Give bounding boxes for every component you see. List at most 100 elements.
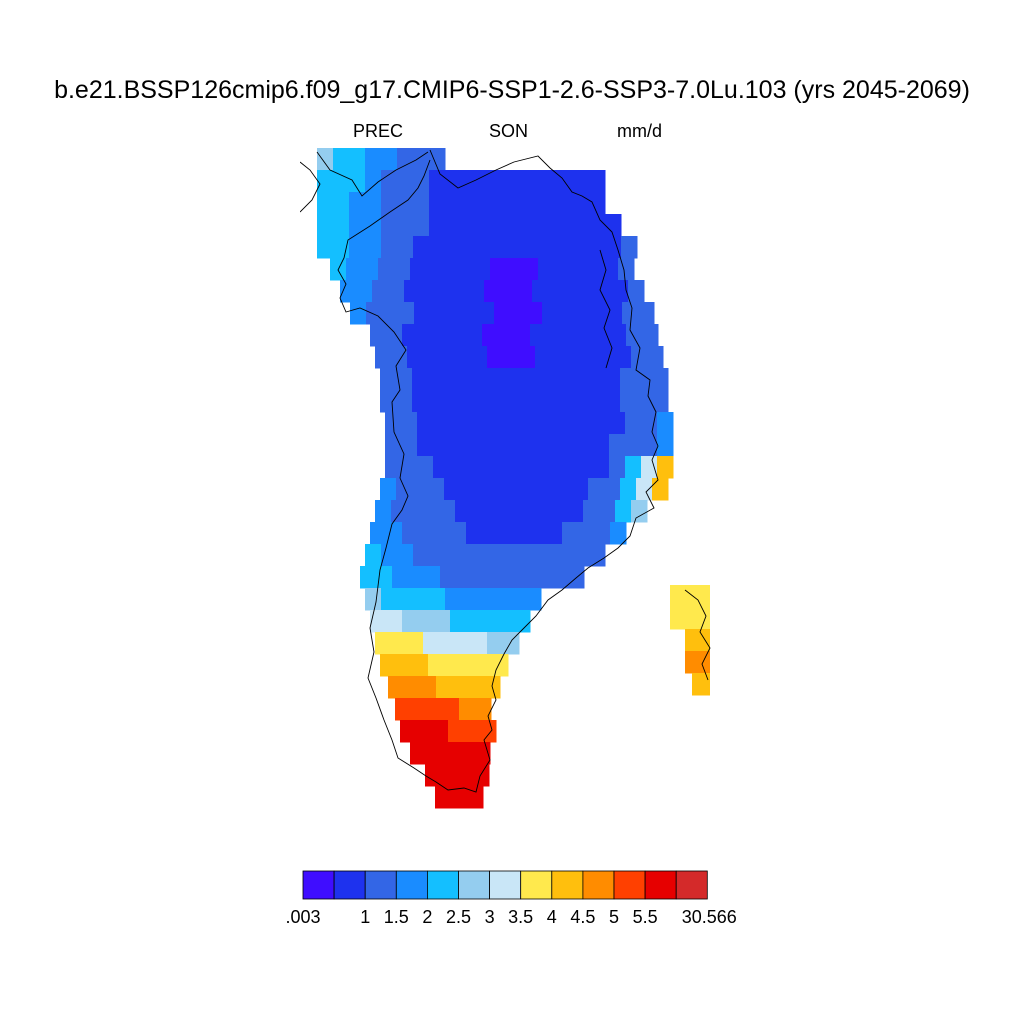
grid-cell [410,258,427,281]
grid-cell [417,412,434,435]
grid-cell [452,676,469,699]
grid-cell [471,632,488,655]
grid-cell [455,500,472,523]
grid-cell [456,566,473,589]
grid-cell [366,302,383,325]
coastline [300,149,711,793]
grid-cell [599,500,616,523]
grid-cell [428,478,445,501]
colorbar-box [489,870,522,900]
grid-cell [429,192,446,215]
grid-cell [397,588,414,611]
grid-cell [685,629,710,652]
grid-cell [514,522,531,545]
grid-cell [545,434,562,457]
grid-cell [641,412,658,435]
grid-cell [570,258,587,281]
grid-cell [475,698,492,721]
grid-cell [618,258,635,281]
grid-cell [445,214,462,237]
grid-cell [349,214,366,237]
colorbar-box [395,870,428,900]
grid-cell [375,500,392,523]
grid-cell [467,786,484,809]
grid-cell [391,500,408,523]
grid-cell [509,170,526,193]
grid-cell [482,610,499,633]
grid-cell [439,632,456,655]
grid-cell [647,346,664,369]
colorbar-tick-label: 5 [609,907,619,927]
grid-cell [443,698,460,721]
grid-cell [372,280,389,303]
grid-cell [641,456,658,479]
grid-cell [349,236,366,259]
grid-cell [474,258,491,281]
grid-cell [625,434,642,457]
grid-cell [458,742,475,765]
grid-cell [551,346,568,369]
grid-cell [573,214,590,237]
grid-cell [605,236,622,259]
grid-cell [465,456,482,479]
grid-cell [434,610,451,633]
grid-cell [397,236,414,259]
grid-cell [407,346,424,369]
grid-cell [546,522,563,545]
grid-cell [604,478,621,501]
colorbar-box [364,870,397,900]
grid-cell [388,280,405,303]
grid-cell [471,500,488,523]
season-label: SON [489,121,529,141]
grid-cell [317,214,334,237]
grid-cell [514,610,531,633]
grid-cell [558,302,575,325]
grid-cell [465,412,482,435]
grid-cell [513,456,530,479]
grid-cell [625,456,642,479]
grid-cell [583,500,600,523]
colorbar-boxes [302,870,708,900]
grid-cell [685,651,710,674]
grid-cell [572,478,589,501]
grid-cell [449,434,466,457]
grid-cell [450,522,467,545]
grid-cell [525,214,542,237]
grid-cell [493,192,510,215]
grid-cell [413,544,430,567]
grid-cell [417,434,434,457]
grid-cell [506,258,523,281]
grid-cell [538,258,555,281]
grid-cell [452,280,469,303]
grid-cell [436,676,453,699]
grid-cell [449,412,466,435]
grid-cell [402,324,419,347]
grid-cell [525,544,542,567]
grid-cell [386,522,403,545]
grid-cell [434,522,451,545]
grid-cell [657,412,674,435]
grid-cell [514,324,531,347]
grid-cell [460,654,477,677]
grid-cell [439,346,456,369]
grid-cell [365,170,382,193]
grid-cell [461,236,478,259]
grid-cell [525,236,542,259]
grid-cell [423,346,440,369]
grid-cell [349,148,366,171]
grid-cell [536,566,553,589]
grid-cell [487,500,504,523]
grid-cell [461,544,478,567]
grid-cell [593,456,610,479]
grid-cell [525,170,542,193]
grid-cell [432,720,449,743]
grid-cell [493,170,510,193]
grid-cell [424,566,441,589]
grid-cell [333,236,350,259]
grid-cell [450,324,467,347]
grid-cell [509,236,526,259]
grid-cell [628,280,645,303]
grid-cell [365,588,382,611]
variable-label: PREC [353,121,404,141]
grid-cell [466,522,483,545]
